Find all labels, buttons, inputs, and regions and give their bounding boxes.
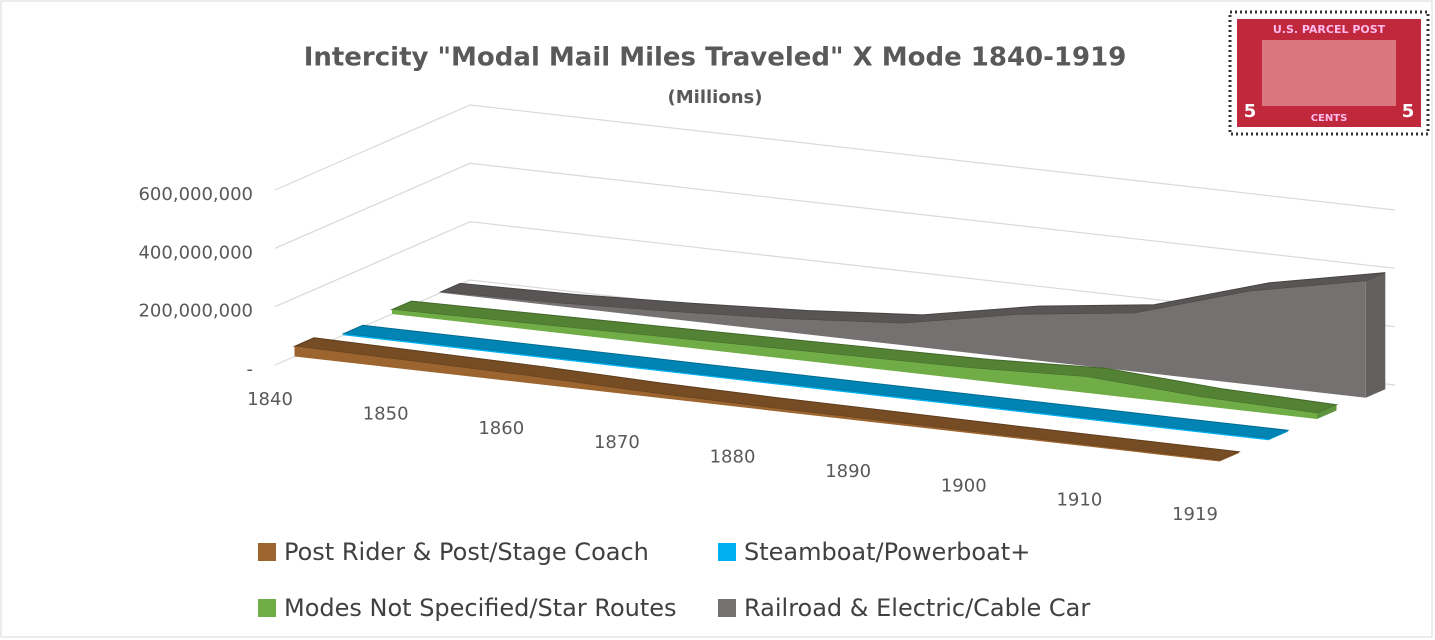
chart-subtitle: (Millions) <box>668 87 763 108</box>
y-tick-label: 600,000,000 <box>138 184 253 205</box>
legend-swatch <box>718 599 736 617</box>
x-tick-label: 1850 <box>363 403 409 424</box>
area-side <box>1366 273 1386 398</box>
legend-label: Post Rider & Post/Stage Coach <box>284 538 649 566</box>
legend-swatch <box>718 543 736 561</box>
stamp-left: 5 <box>1244 101 1257 122</box>
legend-swatch <box>258 543 276 561</box>
x-tick-label: 1900 <box>941 475 987 496</box>
chart-title: Intercity "Modal Mail Miles Traveled" X … <box>304 43 1127 73</box>
x-tick-label: 1840 <box>247 389 293 410</box>
stamp-picture <box>1262 40 1396 106</box>
stamp-bottom: CENTS <box>1311 113 1348 124</box>
x-tick-label: 1890 <box>825 461 871 482</box>
y-tick-label: - <box>247 359 254 380</box>
x-tick-label: 1860 <box>478 418 524 439</box>
legend-label: Railroad & Electric/Cable Car <box>744 594 1090 622</box>
y-tick-label: 200,000,000 <box>138 301 253 322</box>
legend-swatch <box>258 599 276 617</box>
chart: Intercity "Modal Mail Miles Traveled" X … <box>0 0 1435 640</box>
stamp: U.S. PARCEL POST 5 5 CENTS <box>1230 12 1428 134</box>
legend-label: Modes Not Specified/Star Routes <box>284 594 677 622</box>
stamp-right: 5 <box>1402 101 1415 122</box>
legend-label: Steamboat/Powerboat+ <box>744 538 1030 566</box>
x-tick-label: 1910 <box>1056 490 1102 511</box>
x-tick-label: 1870 <box>594 432 640 453</box>
stamp-top: U.S. PARCEL POST <box>1273 23 1386 36</box>
y-tick-label: 400,000,000 <box>138 242 253 263</box>
x-tick-label: 1880 <box>710 447 756 468</box>
x-tick-label: 1919 <box>1172 504 1218 525</box>
